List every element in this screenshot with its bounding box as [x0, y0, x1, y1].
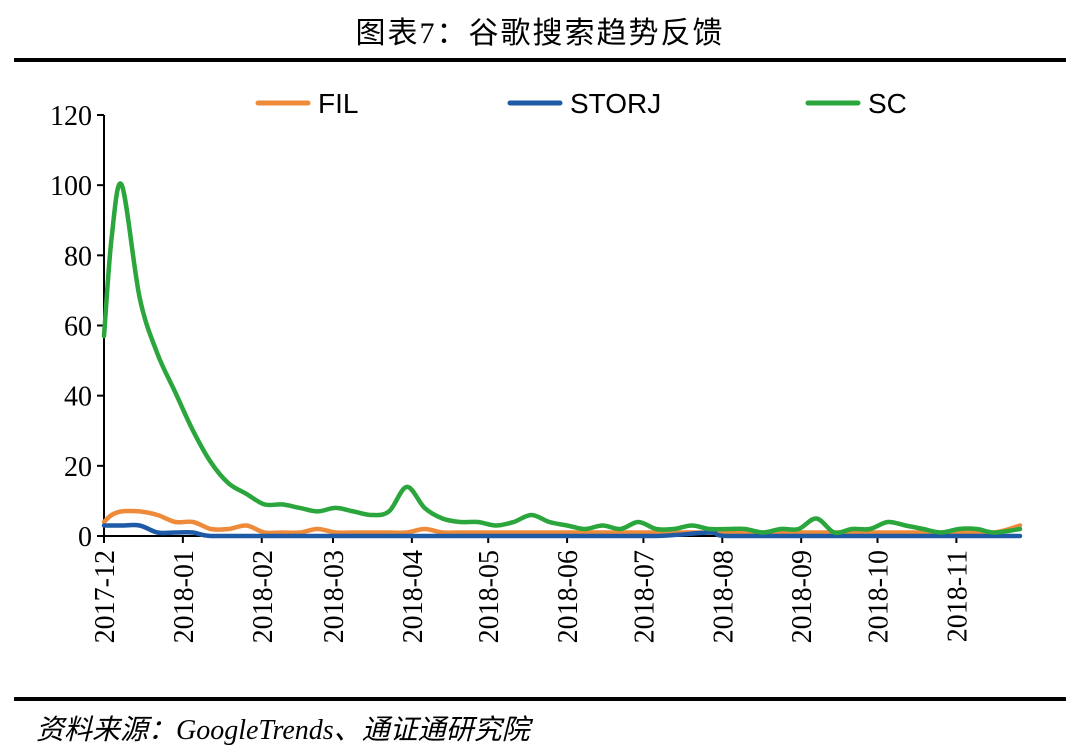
x-tick-label: 2018-01 — [169, 550, 200, 643]
x-tick-label: 2018-04 — [398, 550, 429, 643]
legend-label-storj: STORJ — [570, 88, 661, 119]
y-tick-label: 80 — [64, 241, 92, 272]
legend-label-fil: FIL — [318, 88, 358, 119]
x-tick-label: 2018-09 — [787, 550, 818, 643]
series-line-sc — [101, 181, 1023, 536]
legend: FIL STORJ SC — [255, 88, 907, 119]
source-note: 资料来源：GoogleTrends、通证通研究院 — [36, 715, 530, 746]
series-lines — [101, 181, 1023, 539]
legend-label-sc: SC — [868, 88, 907, 119]
y-tick-label: 120 — [50, 101, 92, 132]
series-line-storj — [101, 522, 1023, 539]
axes: 0 20 40 60 80 100 120 2017-12 2018-01 2018-02 2018… — [50, 101, 1020, 643]
x-tick-label: 2018-03 — [319, 550, 350, 643]
x-tick-label: 2017-12 — [90, 550, 121, 643]
x-tick-label: 2018-10 — [864, 550, 895, 643]
y-tick-label: 100 — [50, 171, 92, 202]
x-tick-label: 2018-02 — [248, 550, 279, 643]
y-tick-label: 40 — [64, 382, 92, 413]
bottom-rule — [14, 697, 1066, 701]
chart-title: 图表7：谷歌搜索趋势反馈 — [355, 17, 725, 50]
x-tick-label: 2018-11 — [942, 550, 973, 642]
x-tick-label: 2018-08 — [708, 550, 739, 643]
y-tick-label: 20 — [64, 452, 92, 483]
series-line-fil — [101, 508, 1023, 536]
top-rule — [14, 58, 1066, 62]
x-tick-label: 2018-07 — [629, 550, 660, 643]
x-tick-label: 2018-06 — [553, 550, 584, 643]
x-tick-label: 2018-05 — [474, 550, 505, 643]
y-tick-label: 60 — [64, 312, 92, 343]
y-tick-label: 0 — [78, 522, 92, 553]
